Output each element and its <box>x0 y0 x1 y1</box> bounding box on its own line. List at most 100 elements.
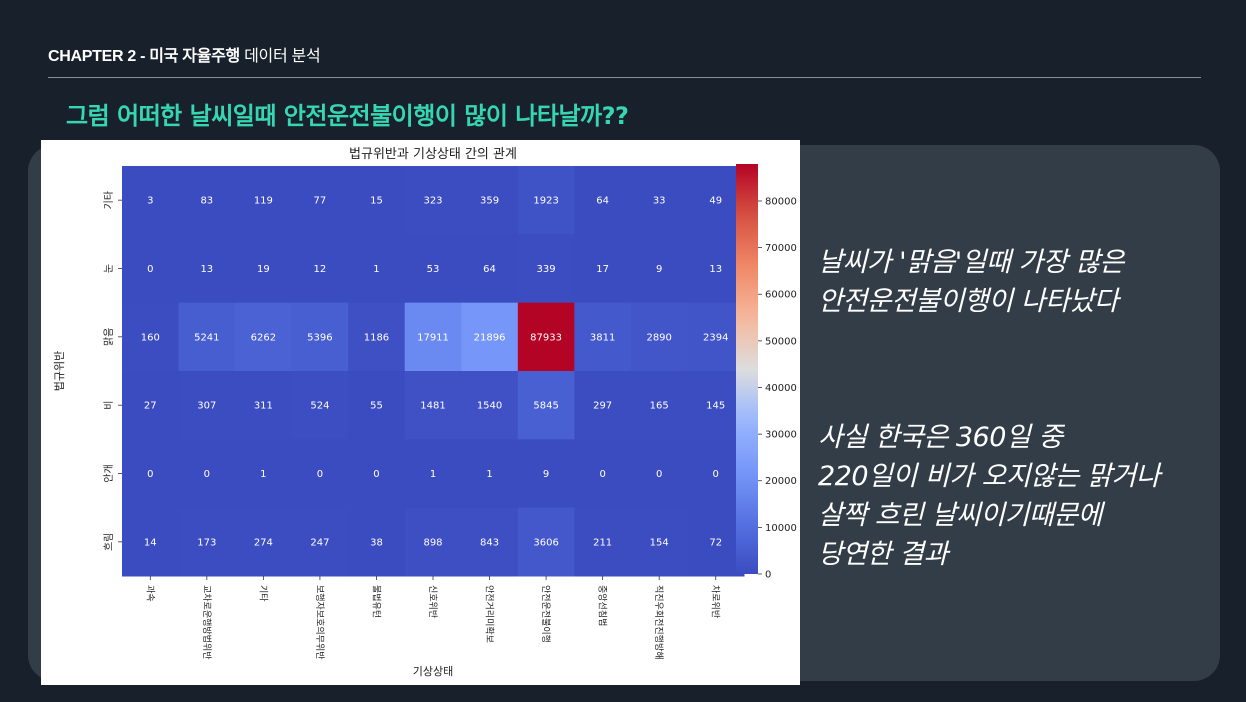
colorbar-tick-label: 40000 <box>765 383 797 394</box>
colorbar-tick-label: 10000 <box>765 523 797 534</box>
cell-value-label: 9 <box>543 469 549 480</box>
chart-title: 법규위반과 기상상태 간의 관계 <box>349 147 517 162</box>
cell-value-label: 12 <box>314 264 327 275</box>
note1-line: 안전운전불이행이 나타났다 <box>818 282 1124 321</box>
chapter-title-sub: 데이터 분석 <box>240 48 320 65</box>
cell-value-label: 1 <box>486 469 492 480</box>
cell-value-label: 211 <box>593 537 612 548</box>
insight-note-2: 사실 한국은 360일 중 220일이 비가 오지않는 맑거나 살짝 흐린 날씨… <box>818 418 1160 574</box>
note2-line: 살짝 흐린 날씨이기때문에 <box>818 496 1160 535</box>
cell-value-label: 19 <box>257 264 270 275</box>
cell-value-label: 3606 <box>533 537 558 548</box>
cell-value-label: 0 <box>204 469 210 480</box>
cell-value-label: 323 <box>423 196 442 207</box>
cell-value-label: 1186 <box>364 332 389 343</box>
chapter-title: CHAPTER 2 - 미국 자율주행 데이터 분석 <box>48 42 320 66</box>
cell-value-label: 14 <box>144 537 157 548</box>
cell-value-label: 1 <box>260 469 266 480</box>
colorbar-tick-label: 60000 <box>765 290 797 301</box>
x-tick-label: 불법유턴 <box>370 585 381 618</box>
x-tick-label: 차로위반 <box>710 585 722 618</box>
y-tick-label: 기타 <box>103 191 115 209</box>
cell-value-label: 72 <box>709 537 722 548</box>
colorbar-tick-label: 20000 <box>765 476 797 487</box>
cell-value-label: 165 <box>650 401 669 412</box>
y-tick-label: 맑음 <box>103 328 115 346</box>
cell-value-label: 0 <box>656 469 662 480</box>
cell-value-label: 0 <box>599 469 605 480</box>
cell-value-label: 64 <box>483 264 496 275</box>
cell-value-label: 247 <box>310 537 329 548</box>
colorbar-tick-label: 70000 <box>765 243 797 254</box>
colorbar-tick-label: 30000 <box>765 430 797 441</box>
cell-value-label: 2890 <box>646 332 671 343</box>
cell-value-label: 307 <box>197 401 216 412</box>
cell-value-label: 1923 <box>533 196 558 207</box>
cell-value-label: 6262 <box>251 332 276 343</box>
cell-value-label: 1 <box>373 264 379 275</box>
cell-value-label: 173 <box>197 537 216 548</box>
cell-value-label: 21896 <box>474 332 506 343</box>
cell-value-label: 9 <box>656 264 662 275</box>
y-tick-label: 안개 <box>103 464 115 482</box>
y-axis-label: 법규위반 <box>53 351 66 391</box>
x-tick-label: 직진우회전진행방해 <box>653 585 665 660</box>
x-tick-label: 교차로운행방법위반 <box>201 585 213 660</box>
cell-value-label: 15 <box>370 196 383 207</box>
y-tick-label: 흐림 <box>103 533 115 551</box>
cell-value-label: 0 <box>317 469 323 480</box>
cell-value-label: 297 <box>593 401 612 412</box>
cell-value-label: 27 <box>144 401 157 412</box>
colorbar-tick-label: 50000 <box>765 336 797 347</box>
header-divider <box>48 77 1201 78</box>
cell-value-label: 17 <box>596 264 609 275</box>
cell-value-label: 843 <box>480 537 499 548</box>
cell-value-label: 53 <box>427 264 440 275</box>
cell-value-label: 13 <box>200 264 213 275</box>
colorbar-tick-label: 80000 <box>765 196 797 207</box>
cell-value-label: 1 <box>430 469 436 480</box>
cell-value-label: 33 <box>653 196 666 207</box>
colorbar <box>736 164 758 574</box>
y-tick-label: 눈 <box>103 264 115 273</box>
cell-value-label: 145 <box>706 401 725 412</box>
insight-note-1: 날씨가 '맑음'일때 가장 많은 안전운전불이행이 나타났다 <box>818 243 1124 321</box>
cell-value-label: 160 <box>141 332 160 343</box>
cell-value-label: 0 <box>713 469 719 480</box>
cell-value-label: 274 <box>254 537 273 548</box>
heatmap-svg: 법규위반과 기상상태 간의 관계3 83 119 77 15 323 359 1923 64 33… <box>41 140 800 685</box>
cell-value-label: 359 <box>480 196 499 207</box>
cell-value-label: 5396 <box>307 332 332 343</box>
cell-value-label: 339 <box>537 264 556 275</box>
cell-value-label: 49 <box>709 196 722 207</box>
cell-value-label: 3811 <box>590 332 615 343</box>
headline: 그럼 어떠한 날씨일때 안전운전불이행이 많이 나타날까?? <box>66 96 628 131</box>
x-axis-label: 기상상태 <box>413 665 453 678</box>
note1-line: 날씨가 '맑음'일때 가장 많은 <box>818 243 1124 282</box>
x-tick-label: 신호위반 <box>427 585 438 618</box>
cell-value-label: 0 <box>373 469 379 480</box>
note2-line: 220일이 비가 오지않는 맑거나 <box>818 457 1160 496</box>
cell-value-label: 3 <box>147 196 153 207</box>
note2-line: 당연한 결과 <box>818 535 1160 574</box>
cell-value-label: 55 <box>370 401 383 412</box>
note2-line: 사실 한국은 360일 중 <box>818 418 1160 457</box>
cell-value-label: 77 <box>314 196 327 207</box>
cell-value-label: 1481 <box>420 401 445 412</box>
chapter-title-main: CHAPTER 2 - 미국 자율주행 <box>48 48 240 65</box>
cell-value-label: 0 <box>147 264 153 275</box>
x-tick-label: 보행자보호의무위반 <box>314 585 326 660</box>
cell-value-label: 119 <box>254 196 273 207</box>
cell-value-label: 5845 <box>533 401 558 412</box>
cell-value-label: 13 <box>709 264 722 275</box>
x-tick-label: 과속 <box>144 585 155 602</box>
cell-value-label: 83 <box>200 196 213 207</box>
cell-value-label: 154 <box>650 537 669 548</box>
heatmap-chart: 법규위반과 기상상태 간의 관계 3 83 119 77 15 323 359 1923 64 33… <box>41 140 800 685</box>
cell-value-label: 311 <box>254 401 273 412</box>
cell-value-label: 0 <box>147 469 153 480</box>
cell-value-label: 17911 <box>417 332 449 343</box>
x-tick-label: 중앙선침범 <box>597 585 609 626</box>
cell-value-label: 64 <box>596 196 609 207</box>
